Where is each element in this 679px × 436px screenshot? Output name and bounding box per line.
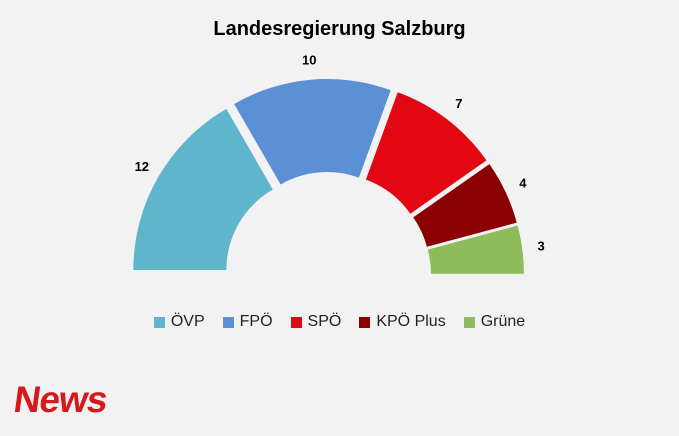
legend-swatch [222, 316, 234, 328]
legend-item: FPÖ [222, 313, 273, 331]
legend-item: KPÖ Plus [359, 313, 446, 331]
segment-sp- [365, 92, 487, 214]
legend-swatch [153, 316, 165, 328]
news-logo: News [11, 379, 110, 420]
chart-legend: ÖVP FPÖ SPÖ KPÖ Plus Grüne [0, 313, 679, 331]
segment-gr-ne [427, 225, 524, 274]
legend-item: Grüne [463, 313, 526, 331]
chart-title: Landesregierung Salzburg [213, 18, 466, 40]
data-label: 3 [538, 238, 545, 253]
legend-swatch [290, 316, 302, 328]
chart-segments [133, 79, 524, 274]
segment-fp- [234, 79, 391, 185]
legend-label: SPÖ [307, 313, 342, 330]
data-label: 7 [455, 96, 462, 111]
chart-data-labels: 12 10 7 4 3 [135, 52, 545, 253]
legend-item: SPÖ [290, 313, 342, 331]
segment-kp-plus [413, 164, 517, 247]
segment--vp [133, 108, 273, 270]
data-label: 10 [302, 52, 316, 67]
legend-item: ÖVP [153, 313, 205, 331]
legend-label: ÖVP [170, 313, 205, 330]
legend-label: KPÖ Plus [376, 313, 446, 330]
legend-label: Grüne [480, 313, 526, 330]
data-label: 4 [519, 176, 527, 191]
legend-swatch [359, 316, 371, 328]
legend-label: FPÖ [239, 313, 273, 330]
data-label: 12 [135, 159, 149, 174]
legend-swatch [463, 316, 475, 328]
